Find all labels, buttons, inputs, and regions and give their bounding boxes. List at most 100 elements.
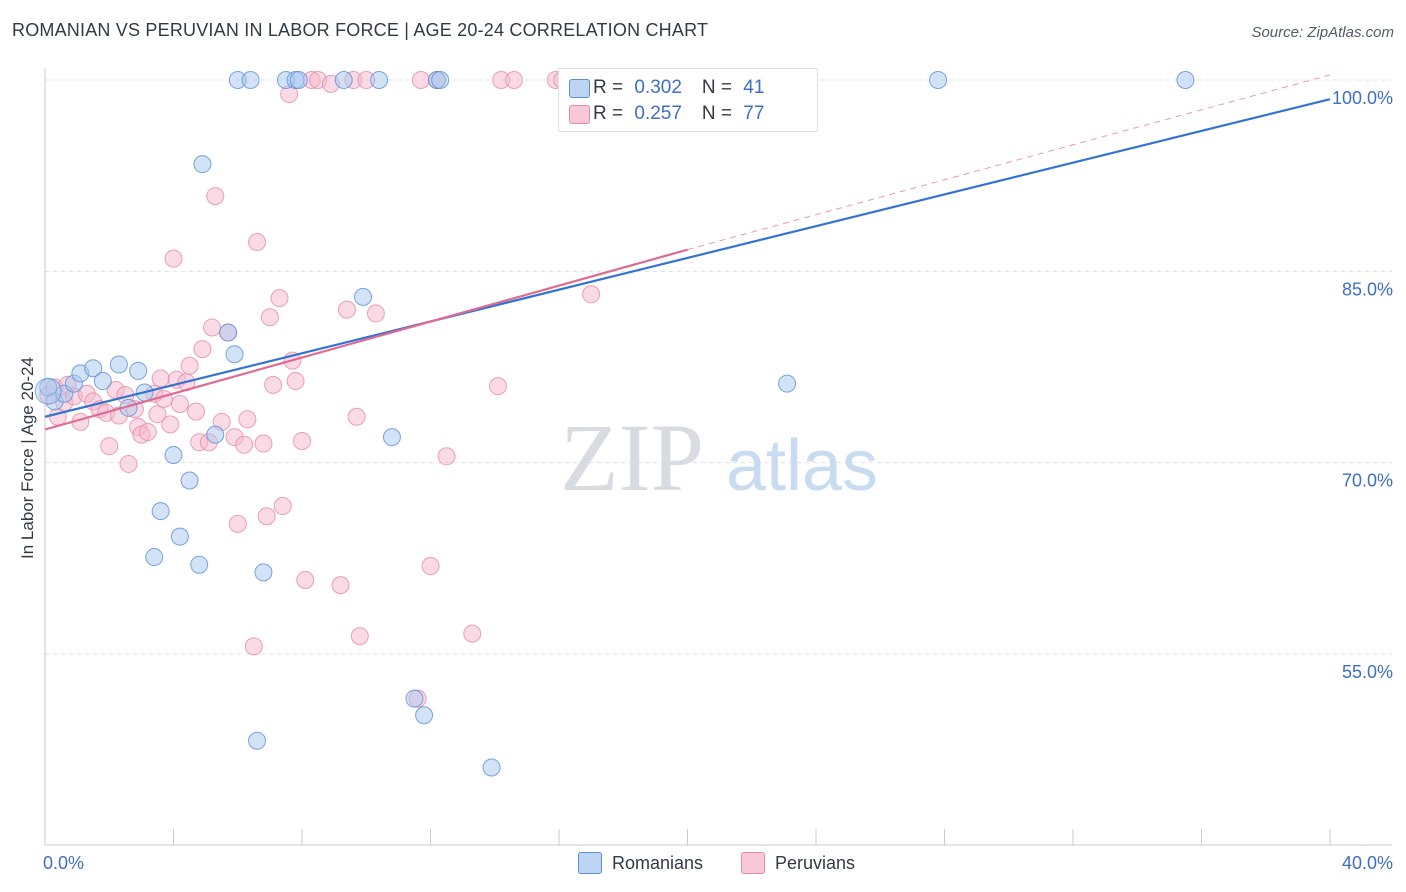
peruvian-point [347, 407, 366, 426]
legend-swatch-romanians [578, 852, 602, 874]
data-points [34, 71, 1195, 777]
legend-label-peruvians: Peruvians [775, 852, 856, 873]
watermark-atlas: atlas [726, 426, 878, 506]
legend-swatch-peruvians [741, 852, 765, 874]
peruvian-point [505, 71, 524, 89]
peruvian-point [411, 71, 430, 89]
chart-title: ROMANIAN VS PERUVIAN IN LABOR FORCE | AG… [12, 20, 709, 40]
peruvian-point [161, 415, 180, 434]
legend-n-value: 77 [743, 103, 765, 124]
peruvian-point [293, 431, 311, 450]
legend-r-value: 0.302 [634, 77, 682, 98]
grid [45, 79, 1392, 655]
peruvian-point [164, 249, 183, 268]
peruvian-point [170, 394, 189, 413]
legend-n-value: 41 [743, 77, 765, 98]
peruvian-point [119, 454, 138, 473]
source-label: Source: ZipAtlas.com [1251, 24, 1394, 41]
romanian-point [248, 731, 267, 750]
x-tick-label: 40.0% [1342, 853, 1393, 873]
romanian-point [180, 471, 199, 490]
romanian-point [289, 71, 308, 89]
peruvian-point [463, 624, 482, 643]
peruvian-point [186, 402, 205, 421]
romanian-point [382, 428, 401, 447]
legend-r-label: R = [593, 103, 629, 124]
peruvian-point [437, 447, 456, 466]
peruvian-point [273, 497, 292, 516]
legend-row-peruvians: R = 0.257 N = 77 [569, 103, 765, 125]
peruvian-point [488, 377, 507, 396]
legend-swatch-peruvians [569, 105, 590, 124]
peruvian-point [138, 423, 157, 442]
peruvian-point [148, 405, 167, 424]
legend-row-romanians: R = 0.302 N = 41 [569, 77, 765, 99]
peruvian-point [248, 232, 267, 251]
peruvian-point [421, 556, 440, 575]
series-legend: Romanians Peruvians [0, 852, 1406, 878]
romanian-point [929, 71, 948, 89]
peruvian-point [254, 434, 273, 453]
watermark-zip: ZIP [560, 404, 704, 511]
tick-labels: 55.0% 70.0% 85.0% 100.0% 0.0% 40.0% [43, 88, 1393, 873]
peruvian-point [264, 375, 283, 394]
peruvian-trend-line [44, 248, 688, 431]
romanian-point [151, 502, 170, 521]
legend-swatch-romanians [569, 79, 590, 98]
romanian-point [1176, 71, 1195, 89]
romanian-point [219, 323, 238, 342]
legend-r-value: 0.257 [634, 103, 682, 124]
peruvian-point [286, 372, 305, 391]
peruvian-point [151, 369, 170, 388]
legend-label-romanians: Romanians [612, 852, 704, 873]
peruvian-point [582, 285, 601, 304]
peruvian-point [180, 356, 199, 375]
romanian-point [84, 359, 103, 378]
peruvian-point [193, 340, 212, 359]
peruvian-point [100, 437, 119, 456]
y-axis-label: In Labor Force | Age 20-24 [18, 357, 37, 559]
peruvian-trend-extension [687, 74, 1331, 251]
romanian-point [241, 71, 260, 89]
romanian-point-cluster [34, 377, 62, 405]
correlation-legend: R = 0.302 N = 41 R = 0.257 N = 77 [558, 68, 818, 132]
y-tick-label: 85.0% [1342, 279, 1393, 299]
peruvian-point [260, 308, 279, 327]
romanian-point [129, 361, 148, 380]
romanian-point [190, 555, 209, 574]
axes [44, 68, 1392, 846]
romanian-point [225, 345, 244, 364]
romanian-point [170, 527, 189, 546]
x-tick-label: 0.0% [43, 853, 84, 873]
peruvian-point [257, 507, 276, 526]
romanian-point [109, 355, 128, 374]
romanian-point [778, 374, 797, 393]
romanian-point [482, 758, 501, 777]
romanian-point [354, 287, 373, 306]
peruvian-point [270, 289, 289, 308]
trend-lines [44, 74, 1331, 431]
romanian-point [405, 689, 424, 708]
peruvian-point [203, 318, 222, 337]
legend-r-label: R = [593, 77, 629, 98]
romanian-trend-line [44, 98, 1331, 418]
peruvian-point [235, 435, 254, 454]
legend-item-romanians: Romanians [578, 852, 703, 874]
peruvian-point [296, 571, 315, 590]
legend-n-label: N = [701, 103, 738, 124]
peruvian-point [331, 576, 350, 595]
peruvian-point [238, 410, 257, 429]
legend-item-peruvians: Peruvians [741, 852, 855, 874]
romanian-point [145, 548, 164, 567]
peruvian-point [350, 627, 369, 646]
peruvian-point [228, 514, 247, 533]
romanian-point [193, 155, 212, 174]
peruvian-point [206, 187, 225, 206]
y-tick-label: 70.0% [1342, 471, 1393, 491]
romanian-point [370, 71, 389, 89]
romanian-point [415, 706, 434, 725]
peruvian-point [337, 300, 356, 319]
y-tick-label: 55.0% [1342, 662, 1393, 682]
peruvian-point [366, 304, 385, 323]
